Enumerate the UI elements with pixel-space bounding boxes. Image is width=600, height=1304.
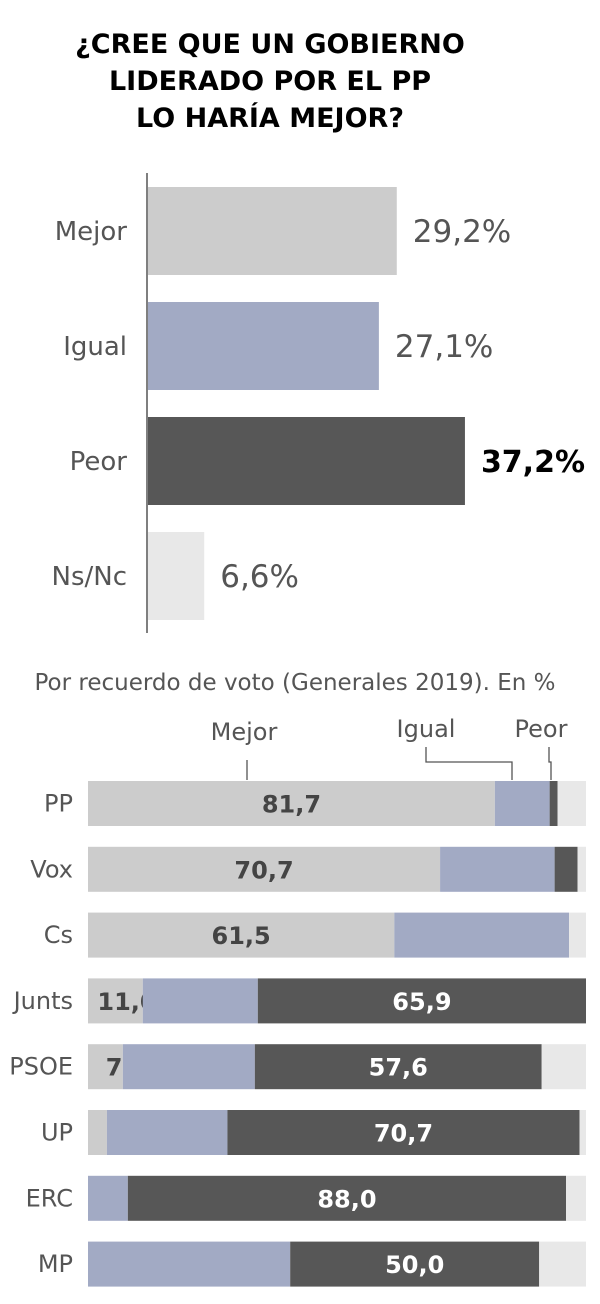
chart2-segment-igual-mp [88, 1241, 291, 1287]
legend-label-peor: Peor [515, 715, 568, 743]
chart2-segment-mejor-up [88, 1110, 107, 1155]
chart2-data-label: 70,7 [374, 1120, 433, 1148]
chart2-data-label: 88,0 [317, 1185, 376, 1213]
chart2-segment-igual-up [106, 1110, 228, 1155]
chart1-bar-nsnc [148, 532, 205, 620]
legend-leader-peor [548, 747, 552, 780]
chart2-segment-nsnc-erc [566, 1175, 586, 1221]
chart2-segment-nsnc-mp [539, 1241, 586, 1287]
chart1-category-label: Mejor [55, 217, 128, 247]
chart2-data-label: 50,0 [385, 1251, 444, 1279]
chart2-segment-nsnc-pp [557, 781, 586, 826]
chart2-segment-nsnc-psoe [541, 1044, 586, 1090]
chart2-category-label: MP [38, 1250, 73, 1278]
legend-label-mejor: Mejor [211, 718, 278, 746]
chart1-category-label: Peor [70, 447, 128, 477]
chart2-segment-nsnc-up [579, 1110, 586, 1155]
title-line-1: ¿CREE QUE UN GOBIERNO [75, 29, 465, 60]
chart2-segment-igual-cs [394, 912, 570, 958]
stacked-chart-subtitle: Por recuerdo de voto (Generales 2019). E… [34, 670, 556, 696]
chart2-data-label: 65,9 [392, 988, 451, 1016]
chart2-segment-peor-psoe [254, 1044, 542, 1090]
chart2-segment-igual-pp [494, 781, 550, 826]
legend-leader-igual [425, 747, 513, 780]
chart-title: ¿CREE QUE UN GOBIERNO LIDERADO POR EL PP… [0, 26, 540, 137]
chart2-category-label: ERC [26, 1184, 73, 1212]
chart2-data-label: 81,7 [262, 791, 321, 819]
chart2-segment-peor-up [227, 1110, 580, 1155]
chart2-category-label: PP [44, 790, 73, 818]
chart2-segment-peor-vox [554, 846, 578, 892]
chart2-category-label: PSOE [9, 1053, 73, 1081]
chart2-category-label: Cs [44, 921, 73, 949]
chart2-segment-peor-junts [257, 978, 586, 1024]
chart1-bar-peor [148, 417, 465, 505]
chart2-data-label: 61,5 [212, 922, 271, 950]
chart2-segment-nsnc-vox [577, 846, 586, 892]
chart2-data-label: 70,7 [234, 856, 293, 884]
chart2-segment-igual-erc [88, 1175, 128, 1221]
chart1-category-label: Ns/Nc [52, 562, 128, 592]
chart2-segment-mejor-vox [88, 846, 441, 892]
chart2-segment-peor-erc [127, 1175, 567, 1221]
chart2-segment-mejor-psoe [88, 1044, 123, 1090]
chart2-segment-nsnc-cs [569, 912, 586, 958]
chart1-value-label: 6,6% [220, 559, 299, 595]
chart2-segment-mejor-junts [88, 978, 143, 1024]
legend-label-igual: Igual [397, 715, 456, 743]
chart2-category-label: Junts [12, 987, 73, 1015]
chart2-segment-mejor-pp [88, 781, 495, 826]
title-line-2: LIDERADO POR EL PP [108, 66, 432, 97]
chart2-segment-peor-mp [290, 1241, 540, 1287]
chart1-category-label: Igual [63, 332, 127, 362]
chart2-segment-igual-psoe [122, 1044, 255, 1090]
chart2-segment-mejor-cs [88, 912, 395, 958]
chart2-data-label: 57,6 [369, 1054, 428, 1082]
chart1-bar-mejor [148, 187, 397, 275]
title-line-3: LO HARÍA MEJOR? [136, 103, 404, 134]
chart2-category-label: Vox [30, 855, 73, 883]
chart2-segment-peor-pp [549, 781, 558, 826]
chart1-bar-igual [148, 302, 379, 390]
chart1-value-label: 37,2% [481, 445, 585, 480]
chart1-value-label: 27,1% [395, 329, 493, 365]
chart2-segment-igual-junts [142, 978, 258, 1024]
chart2-category-label: UP [41, 1119, 73, 1147]
chart1-value-label: 29,2% [413, 214, 511, 250]
chart2-segment-igual-vox [440, 846, 555, 892]
